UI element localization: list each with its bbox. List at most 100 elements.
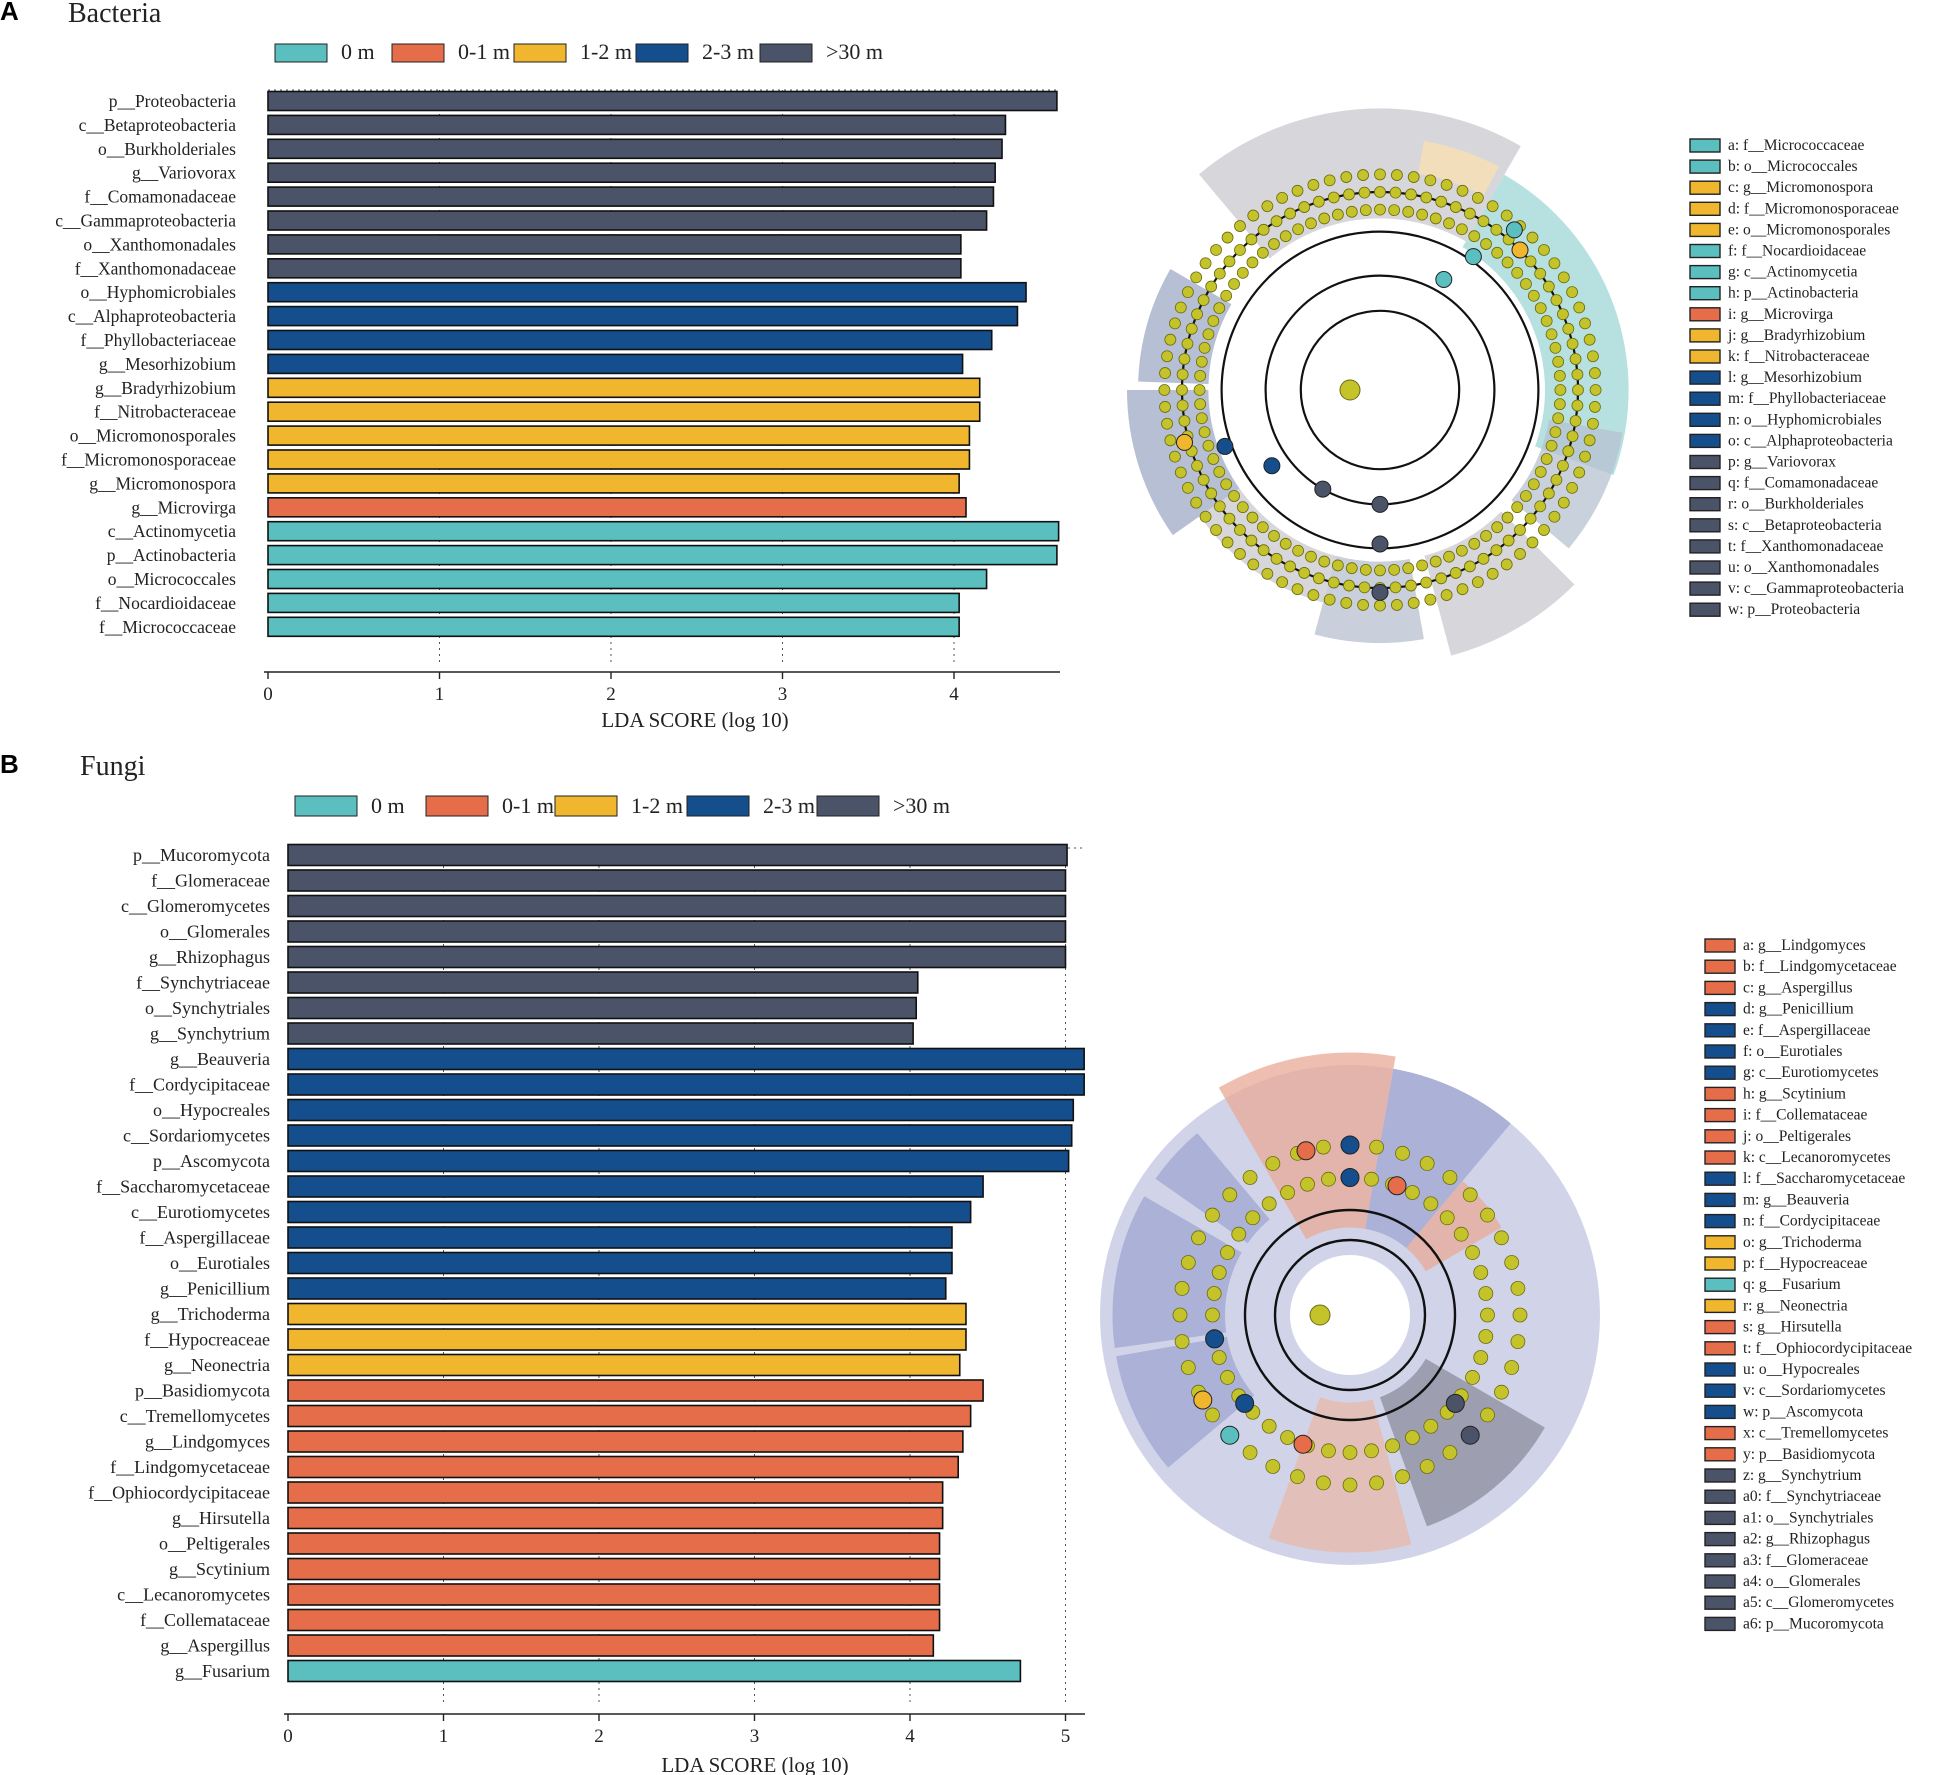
bar-label-g-variovorax: g__Variovorax bbox=[132, 163, 236, 183]
bar-label-p-proteobacteria: p__Proteobacteria bbox=[109, 91, 237, 111]
clade-leaf-node bbox=[1199, 510, 1212, 523]
clade-leaf-node bbox=[1526, 231, 1539, 244]
cladogram-legend-swatch-u bbox=[1704, 1362, 1736, 1377]
clade-sector-1 bbox=[1365, 1068, 1511, 1248]
bar-label-f-aspergillaceae: f__Aspergillaceae bbox=[139, 1228, 270, 1248]
cladogram-legend-item-n: n: f__Cordycipitaceae bbox=[1743, 1213, 1880, 1230]
clade-leaf-node bbox=[1340, 597, 1353, 609]
clade-leaf-node bbox=[1463, 560, 1476, 573]
bar-g-mesorhizobium bbox=[267, 353, 964, 375]
clade-leaf-node bbox=[1562, 322, 1575, 335]
bar-label-g-microvirga: g__Microvirga bbox=[131, 497, 236, 517]
clade-leaf-node bbox=[1423, 1196, 1439, 1212]
cladogram-legend-item-t: t: f__Xanthomonadaceae bbox=[1728, 538, 1883, 555]
clade-leaf-node bbox=[1420, 576, 1433, 589]
cladogram-legend-swatch-y bbox=[1704, 1447, 1736, 1462]
clade-leaf-node bbox=[1290, 1469, 1305, 1485]
legend-swatch-1-2-m bbox=[513, 43, 567, 63]
bar-label-c-actinomycetia: c__Actinomycetia bbox=[108, 521, 237, 541]
clade-leaf-node bbox=[1514, 524, 1526, 536]
bar-c-sordariomycetes bbox=[287, 1124, 1073, 1147]
clade-leaf-node bbox=[1550, 473, 1563, 486]
cladogram-legend-item-l: l: f__Saccharomycetaceae bbox=[1743, 1170, 1905, 1187]
bars: p__Proteobacteria c__Betaproteobacteria o_… bbox=[55, 90, 1060, 638]
clade-leaf-node bbox=[1491, 521, 1504, 534]
clade-leaf-node bbox=[1256, 246, 1269, 259]
bar-f-lindgomycetaceae bbox=[287, 1455, 960, 1479]
clade-leaf-node bbox=[1223, 512, 1236, 525]
clade-sector-7 bbox=[1155, 1133, 1270, 1244]
clade-leaf-node bbox=[1573, 301, 1586, 314]
cladogram-legend-swatch-r bbox=[1689, 497, 1721, 512]
clade-leaf-node bbox=[1571, 399, 1584, 412]
cladogram-legend: a: g__Lindgomyces b: f__Lindgomycetaceaec… bbox=[1704, 937, 1912, 1632]
clade-biomarker-node bbox=[1445, 1393, 1465, 1413]
clade-leaf-node bbox=[1343, 579, 1355, 592]
cladogram-legend-swatch-g bbox=[1689, 264, 1721, 280]
cladogram-legend-swatch-v bbox=[1704, 1383, 1736, 1398]
clade-leaf-node bbox=[1557, 308, 1569, 321]
cladogram-legend-item-b: b: f__Lindgomycetaceae bbox=[1743, 958, 1897, 975]
clade-sector-7 bbox=[1138, 269, 1232, 385]
legend-swatch-0-m bbox=[294, 795, 358, 817]
clade-leaf-node bbox=[1550, 294, 1563, 307]
clade-leaf-node bbox=[1478, 1286, 1494, 1301]
clade-leaf-node bbox=[1429, 555, 1442, 568]
cladogram-legend-item-u: u: o__Xanthomonadales bbox=[1728, 559, 1879, 576]
clade-leaf-node bbox=[1453, 1226, 1469, 1242]
clade-leaf-node bbox=[1280, 1185, 1295, 1200]
cladogram-legend-swatch-a5 bbox=[1704, 1595, 1736, 1610]
cladogram-legend-item-t: t: f__Ophiocordycipitaceae bbox=[1743, 1340, 1912, 1357]
cladogram-legend-item-a5: a5: c__Glomeromycetes bbox=[1743, 1594, 1894, 1611]
bar-c-tremellomycetes bbox=[287, 1404, 972, 1428]
clade-sector-4 bbox=[1314, 555, 1424, 643]
bar-label-f-micromonosporaceae: f__Micromonosporaceae bbox=[61, 450, 236, 470]
clade-leaf-node bbox=[1178, 353, 1191, 365]
bar-label-f-nocardioidaceae: f__Nocardioidaceae bbox=[95, 593, 236, 613]
clade-leaf-node bbox=[1587, 417, 1599, 430]
x-tick-label-5: 5 bbox=[1061, 1726, 1071, 1747]
clade-leaf-node bbox=[1174, 466, 1187, 479]
bar-g-aspergillus bbox=[287, 1634, 935, 1657]
bar-f-comamonadaceae bbox=[267, 186, 995, 207]
cladogram-legend-swatch-v bbox=[1689, 581, 1721, 596]
bar-label-g-lindgomyces: g__Lindgomyces bbox=[145, 1432, 270, 1452]
clade-leaf-node bbox=[1429, 212, 1442, 225]
bar-label-f-micrococcaceae: f__Micrococcaceae bbox=[99, 617, 236, 637]
cladogram-legend-swatch-p bbox=[1689, 454, 1721, 470]
clade-leaf-node bbox=[1486, 567, 1499, 580]
legend-label-0-m: 0 m bbox=[371, 793, 405, 818]
clade-leaf-node bbox=[1312, 572, 1325, 585]
clade-biomarker-node bbox=[1296, 1141, 1316, 1161]
clade-leaf-node bbox=[1342, 1445, 1358, 1460]
cladogram-legend-swatch-s bbox=[1704, 1319, 1736, 1335]
clade-leaf-node bbox=[1316, 1139, 1331, 1155]
clade-leaf-node bbox=[1169, 450, 1181, 463]
clade-leaf-node bbox=[1291, 184, 1304, 197]
clade-leaf-node bbox=[1234, 244, 1246, 256]
clade-biomarker-node bbox=[1235, 1393, 1255, 1413]
cladogram-legend-item-a0: a0: f__Synchytriaceae bbox=[1743, 1488, 1881, 1505]
clade-leaf-node bbox=[1405, 1185, 1420, 1200]
cladogram-legend-item-m: m: f__Phyllobacteriaceae bbox=[1728, 390, 1886, 407]
bar-f-glomeraceae bbox=[287, 869, 1067, 892]
legend-swatch-30-m bbox=[759, 43, 813, 63]
bar-o-glomerales bbox=[287, 920, 1067, 943]
clade-leaf-node bbox=[1548, 257, 1561, 270]
clade-leaf-node bbox=[1210, 244, 1222, 256]
cladogram-legend-swatch-a bbox=[1704, 938, 1736, 953]
clade-leaf-node bbox=[1231, 1226, 1247, 1242]
bar-o-eurotiales bbox=[287, 1251, 953, 1275]
clade-leaf-node bbox=[1510, 1281, 1526, 1296]
cladogram-legend-swatch-k bbox=[1689, 349, 1721, 364]
cladogram-legend-swatch-f bbox=[1689, 243, 1721, 259]
clade-leaf-node bbox=[1389, 186, 1402, 199]
bar-label-f-lindgomycetaceae: f__Lindgomycetaceae bbox=[110, 1457, 270, 1477]
clade-leaf-node bbox=[1279, 537, 1292, 550]
bar-p-mucoromycota bbox=[287, 843, 1068, 867]
bar-label-o-hyphomicrobiales: o__Hyphomicrobiales bbox=[80, 282, 236, 302]
cladogram-legend-swatch-h bbox=[1704, 1086, 1736, 1102]
cladogram-legend-swatch-s bbox=[1689, 518, 1721, 533]
clade-leaf-node bbox=[1207, 315, 1220, 327]
clade-leaf-node bbox=[1504, 1360, 1520, 1375]
